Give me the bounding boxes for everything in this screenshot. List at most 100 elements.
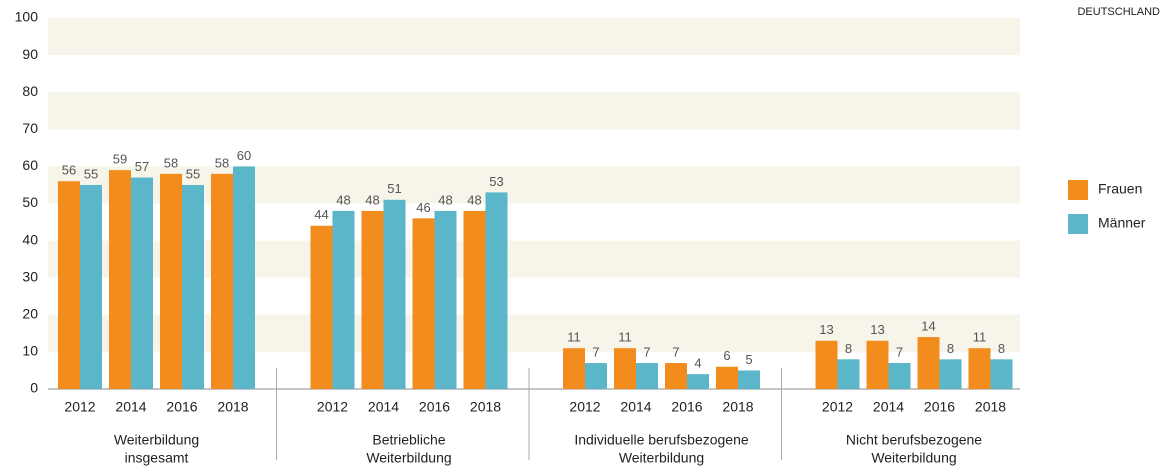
bar (58, 181, 80, 389)
x-tick-label: 2014 (115, 399, 146, 415)
group-label: Weiterbildung (114, 432, 199, 448)
x-tick-label: 2014 (620, 399, 651, 415)
value-label: 7 (592, 344, 599, 359)
value-label: 8 (998, 341, 1005, 356)
value-label: 59 (113, 152, 127, 167)
bar (383, 199, 406, 389)
y-tick-label: 0 (30, 380, 38, 396)
value-label: 48 (467, 192, 481, 207)
legend-label: Männer (1098, 215, 1146, 231)
y-tick-label: 90 (22, 46, 38, 62)
bar (182, 184, 204, 389)
region-label: DEUTSCHLAND (1077, 6, 1160, 18)
bar (917, 337, 940, 389)
bar (332, 210, 355, 389)
bar (463, 210, 486, 389)
group-label: Individuelle berufsbezogene (574, 432, 749, 448)
bar (990, 359, 1013, 389)
value-label: 7 (672, 344, 679, 359)
value-label: 8 (947, 341, 954, 356)
grid-band (48, 240, 1020, 278)
bar (866, 340, 889, 389)
bar (815, 340, 838, 389)
x-tick-label: 2012 (64, 399, 95, 415)
x-tick-label: 2016 (166, 399, 197, 415)
value-label: 53 (489, 174, 503, 189)
x-tick-label: 2016 (419, 399, 450, 415)
y-tick-label: 80 (22, 83, 38, 99)
bar (80, 184, 102, 389)
bar (361, 210, 384, 389)
x-tick-label: 2012 (317, 399, 348, 415)
value-label: 6 (723, 348, 730, 363)
bar (412, 218, 435, 389)
bar (131, 177, 153, 389)
value-label: 44 (314, 207, 328, 222)
bar (968, 348, 991, 389)
bar (716, 366, 738, 389)
value-label: 13 (870, 322, 884, 337)
x-tick-label: 2018 (722, 399, 753, 415)
bar (738, 370, 760, 389)
y-tick-label: 30 (22, 268, 38, 284)
value-label: 14 (921, 318, 935, 333)
group-label: Nicht berufsbezogene (846, 432, 982, 448)
value-label: 13 (819, 322, 833, 337)
value-label: 57 (135, 159, 149, 174)
bar (160, 173, 182, 389)
bar (939, 359, 962, 389)
y-tick-label: 100 (15, 9, 39, 25)
value-label: 5 (745, 352, 752, 367)
value-label: 7 (643, 344, 650, 359)
legend-swatch (1068, 214, 1088, 234)
x-tick-label: 2018 (470, 399, 501, 415)
value-label: 4 (694, 356, 701, 371)
bar (614, 348, 636, 389)
value-label: 56 (62, 163, 76, 178)
value-label: 11 (567, 330, 581, 345)
value-label: 11 (618, 330, 632, 345)
bar (837, 359, 860, 389)
bar (434, 210, 457, 389)
value-label: 48 (336, 192, 350, 207)
x-tick-label: 2012 (822, 399, 853, 415)
value-label: 7 (896, 344, 903, 359)
bar (109, 170, 131, 389)
legend-swatch (1068, 180, 1088, 200)
y-tick-label: 20 (22, 306, 38, 322)
value-label: 58 (215, 155, 229, 170)
x-tick-label: 2016 (671, 399, 702, 415)
x-tick-label: 2018 (975, 399, 1006, 415)
value-label: 55 (84, 166, 98, 181)
y-tick-label: 50 (22, 194, 38, 210)
y-tick-label: 60 (22, 157, 38, 173)
group-label: Weiterbildung (871, 450, 956, 466)
group-label: Weiterbildung (366, 450, 451, 466)
bar (636, 363, 658, 389)
value-label: 58 (164, 155, 178, 170)
legend-label: Frauen (1098, 181, 1142, 197)
bar (563, 348, 585, 389)
group-label: Weiterbildung (619, 450, 704, 466)
value-label: 48 (365, 192, 379, 207)
x-tick-label: 2018 (217, 399, 248, 415)
x-tick-label: 2016 (924, 399, 955, 415)
value-label: 11 (973, 330, 987, 345)
bar (485, 192, 508, 389)
value-label: 55 (186, 166, 200, 181)
bar (211, 173, 233, 389)
bar (665, 363, 687, 389)
bar (310, 225, 333, 389)
grid-band (48, 18, 1020, 56)
value-label: 46 (416, 200, 430, 215)
y-tick-label: 70 (22, 120, 38, 136)
bar (585, 363, 607, 389)
grid-band (48, 166, 1020, 204)
y-tick-label: 10 (22, 343, 38, 359)
value-label: 48 (438, 192, 452, 207)
value-label: 51 (387, 181, 401, 196)
value-label: 8 (845, 341, 852, 356)
x-tick-label: 2014 (873, 399, 904, 415)
bar (687, 374, 709, 389)
